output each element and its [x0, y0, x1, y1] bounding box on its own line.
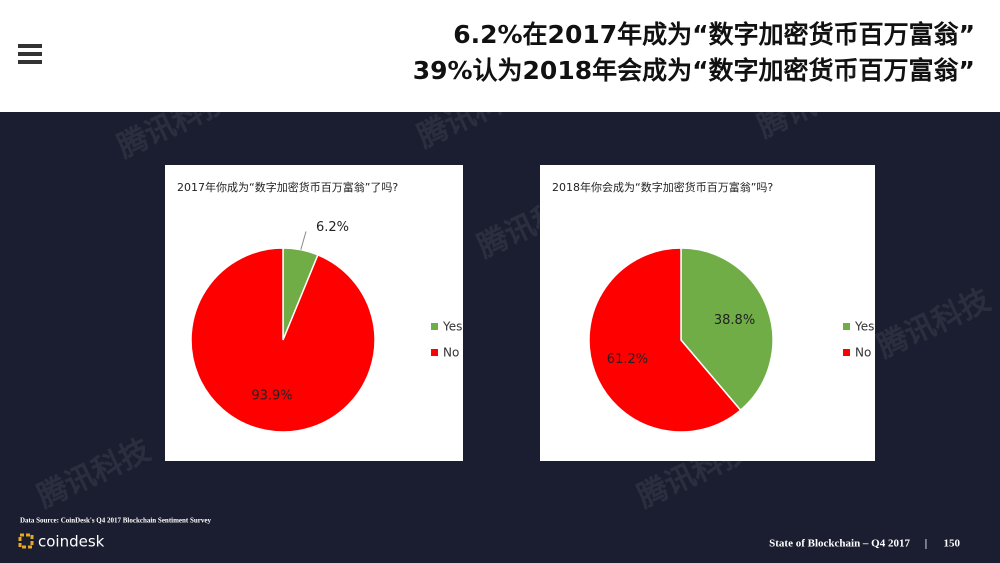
- legend-swatch: [431, 323, 438, 330]
- logo-text: coindesk: [38, 533, 105, 551]
- value-label: 61.2%: [607, 352, 648, 367]
- menu-bar: [18, 44, 42, 48]
- pie-slice: [680, 247, 774, 412]
- leader-line: [300, 231, 307, 250]
- value-label: 38.8%: [714, 313, 755, 328]
- value-label: 6.2%: [316, 220, 349, 235]
- logo: coindesk: [18, 533, 105, 551]
- menu-bar: [18, 60, 42, 64]
- menu-icon[interactable]: [18, 44, 42, 64]
- data-source: Data Source: CoinDesk's Q4 2017 Blockcha…: [20, 517, 212, 525]
- legend-swatch: [843, 323, 850, 330]
- header-line: 6.2%在2017年成为“数字加密货币百万富翁”: [453, 20, 975, 49]
- header-line: 39%认为2018年会成为“数字加密货币百万富翁”: [413, 56, 975, 85]
- header-bg: [0, 0, 1000, 112]
- pie-slice: [190, 247, 376, 433]
- chart-title: 2018年你会成为“数字加密货币百万富翁”吗?: [552, 180, 773, 194]
- report-name: State of Blockchain – Q4 2017: [769, 538, 910, 550]
- separator: |: [925, 538, 927, 550]
- page-number: 150: [944, 538, 961, 550]
- legend-label: Yes: [854, 320, 874, 334]
- legend-label: No: [855, 346, 871, 360]
- legend-swatch: [843, 349, 850, 356]
- value-label: 93.9%: [251, 388, 292, 403]
- chart-title: 2017年你成为“数字加密货币百万富翁”了吗?: [177, 180, 398, 194]
- legend-label: Yes: [442, 320, 462, 334]
- legend-label: No: [443, 346, 459, 360]
- logo-mark: [18, 533, 34, 549]
- pie-slice: [588, 247, 742, 433]
- menu-bar: [18, 52, 42, 56]
- legend-swatch: [431, 349, 438, 356]
